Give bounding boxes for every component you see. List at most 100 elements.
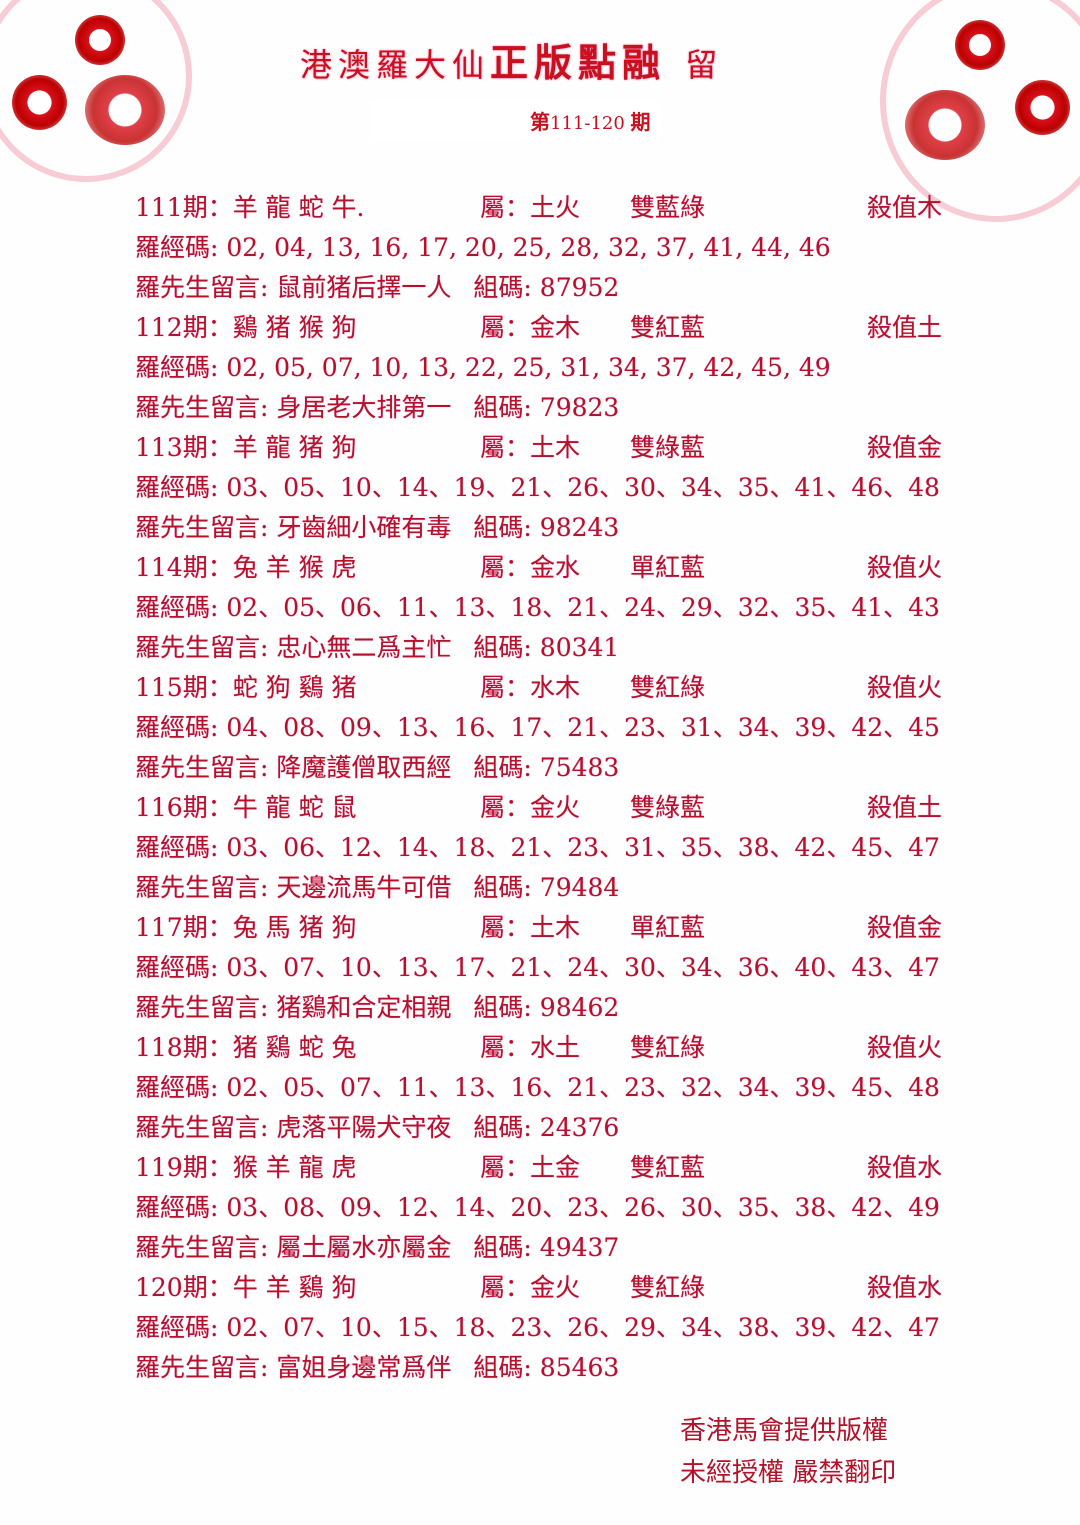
coin-icon — [12, 75, 67, 130]
entry-header: 117期：兔 馬 猪 狗 屬：土木 單紅藍 殺值金 — [135, 908, 965, 948]
period-label: 119期： — [135, 1153, 233, 1182]
coin-icon — [75, 15, 125, 65]
codes-label: 羅經碼: — [135, 473, 219, 502]
combo-value: 98462 — [539, 993, 620, 1022]
zodiacs: 牛 羊 鷄 狗 — [232, 1273, 357, 1302]
kill-value: 殺值金 — [867, 913, 943, 942]
attribute: 屬：土木 — [480, 908, 580, 948]
codes-label: 羅經碼: — [135, 713, 219, 742]
entry: 113期：羊 龍 猪 狗 屬：土木 雙綠藍 殺值金 羅經碼: 03、05、10、… — [135, 428, 965, 548]
combo-value: 79823 — [539, 393, 620, 422]
color-wave: 雙紅藍 — [630, 313, 706, 342]
codes-label: 羅經碼: — [135, 353, 219, 382]
entry: 116期：牛 龍 蛇 鼠 屬：金火 雙綠藍 殺值土 羅經碼: 03、06、12、… — [135, 788, 965, 908]
combo-label: 組碼: — [473, 273, 532, 302]
attr-value: 土金 — [530, 1153, 581, 1182]
zodiacs: 鷄 猪 猴 狗 — [232, 313, 357, 342]
codes-line: 羅經碼: 03、08、09、12、14、20、23、26、30、35、38、42… — [135, 1188, 965, 1228]
codes-value: 03、06、12、14、18、21、23、31、35、38、42、45、47 — [226, 833, 940, 862]
color-wave: 雙紅綠 — [630, 1033, 706, 1062]
entry-header: 114期：兔 羊 猴 虎 屬：金水 單紅藍 殺值火 — [135, 548, 965, 588]
ribbon-decoration — [0, 0, 192, 182]
message-value: 天邊流馬牛可借 — [276, 873, 452, 902]
message-line: 羅先生留言: 猪鷄和合定相親 組碼: 98462 — [135, 988, 965, 1028]
entry-header: 116期：牛 龍 蛇 鼠 屬：金火 雙綠藍 殺值土 — [135, 788, 965, 828]
attr-label: 屬： — [480, 1153, 531, 1182]
combo-value: 49437 — [539, 1233, 620, 1262]
period-zodiacs: 114期：兔 羊 猴 虎 — [135, 548, 357, 588]
zodiacs: 牛 龍 蛇 鼠 — [232, 793, 357, 822]
period-zodiacs: 120期：牛 羊 鷄 狗 — [135, 1268, 357, 1308]
codes-label: 羅經碼: — [135, 953, 219, 982]
entry: 120期：牛 羊 鷄 狗 屬：金火 雙紅綠 殺值水 羅經碼: 02、07、10、… — [135, 1268, 965, 1388]
attribute: 屬：水土 — [480, 1028, 580, 1068]
message-line: 羅先生留言: 虎落平陽犬守夜 組碼: 24376 — [135, 1108, 965, 1148]
kill-value: 殺值火 — [867, 673, 943, 702]
title-part3: 留 — [685, 46, 724, 84]
entry-header: 111期：羊 龍 蛇 牛. 屬：土火 雙藍綠 殺值木 — [135, 188, 965, 228]
kill-value: 殺值金 — [867, 433, 943, 462]
color-wave: 雙綠藍 — [630, 433, 706, 462]
codes-label: 羅經碼: — [135, 1193, 219, 1222]
combo-label: 組碼: — [473, 1113, 532, 1142]
title-part2: 正版點融 — [490, 40, 667, 85]
message-value: 富姐身邊常爲伴 — [276, 1353, 452, 1382]
ribbon-decoration — [880, 0, 1080, 222]
color-wave: 雙紅綠 — [630, 1273, 706, 1302]
message-line: 羅先生留言: 忠心無二爲主忙 組碼: 80341 — [135, 628, 965, 668]
issue-range: 第111-120 期 — [530, 106, 651, 135]
message-value: 屬土屬水亦屬金 — [276, 1233, 452, 1262]
message-label: 羅先生留言: — [135, 633, 269, 662]
copyright-line: 香港馬會提供版權 — [680, 1416, 889, 1446]
codes-value: 02、05、07、11、13、16、21、23、32、34、39、45、48 — [226, 1073, 940, 1102]
codes-label: 羅經碼: — [135, 833, 219, 862]
period-zodiacs: 115期：蛇 狗 鷄 猪 — [135, 668, 357, 708]
message-value: 猪鷄和合定相親 — [276, 993, 452, 1022]
entry-header: 112期：鷄 猪 猴 狗 屬：金木 雙紅藍 殺值土 — [135, 308, 965, 348]
attr-label: 屬： — [480, 793, 531, 822]
codes-value: 03、08、09、12、14、20、23、26、30、35、38、42、49 — [226, 1193, 940, 1222]
codes-label: 羅經碼: — [135, 233, 219, 262]
page-title: 港澳羅大仙正版點融 留 — [300, 32, 770, 87]
entry: 117期：兔 馬 猪 狗 屬：土木 單紅藍 殺值金 羅經碼: 03、07、10、… — [135, 908, 965, 1028]
message-label: 羅先生留言: — [135, 393, 269, 422]
codes-value: 02、07、10、15、18、23、26、29、34、38、39、42、47 — [226, 1313, 940, 1342]
zodiacs: 蛇 狗 鷄 猪 — [232, 673, 357, 702]
coin-icon — [1015, 80, 1070, 135]
message-line: 羅先生留言: 鼠前猪后擇一人 組碼: 87952 — [135, 268, 965, 308]
period-zodiacs: 111期：羊 龍 蛇 牛. — [135, 188, 365, 228]
combo-value: 87952 — [539, 273, 620, 302]
entry-header: 118期：猪 鷄 蛇 兔 屬：水土 雙紅綠 殺值火 — [135, 1028, 965, 1068]
message-value: 牙齒細小確有毒 — [276, 513, 452, 542]
title-part1: 港澳羅大仙 — [300, 46, 491, 84]
combo-label: 組碼: — [473, 513, 532, 542]
color-wave: 單紅藍 — [630, 913, 706, 942]
coins-decoration-icon — [85, 75, 165, 145]
codes-line: 羅經碼: 03、06、12、14、18、21、23、31、35、38、42、45… — [135, 828, 965, 868]
codes-label: 羅經碼: — [135, 593, 219, 622]
color-wave: 雙藍綠 — [630, 193, 706, 222]
attr-value: 金火 — [530, 1273, 581, 1302]
entry-header: 115期：蛇 狗 鷄 猪 屬：水木 雙紅綠 殺值火 — [135, 668, 965, 708]
period-zodiacs: 112期：鷄 猪 猴 狗 — [135, 308, 357, 348]
message-label: 羅先生留言: — [135, 873, 269, 902]
entry: 119期：猴 羊 龍 虎 屬：土金 雙紅藍 殺值水 羅經碼: 03、08、09、… — [135, 1148, 965, 1268]
zodiacs: 羊 龍 猪 狗 — [232, 433, 357, 462]
period-label: 114期： — [135, 553, 233, 582]
message-value: 鼠前猪后擇一人 — [276, 273, 452, 302]
attr-label: 屬： — [480, 553, 531, 582]
codes-line: 羅經碼: 03、07、10、13、17、21、24、30、34、36、40、43… — [135, 948, 965, 988]
zodiacs: 羊 龍 蛇 牛. — [232, 193, 365, 222]
message-value: 虎落平陽犬守夜 — [276, 1113, 452, 1142]
period-zodiacs: 113期：羊 龍 猪 狗 — [135, 428, 357, 468]
kill-value: 殺值土 — [867, 313, 943, 342]
attr-value: 土木 — [530, 433, 581, 462]
entry: 114期：兔 羊 猴 虎 屬：金水 單紅藍 殺值火 羅經碼: 02、05、06、… — [135, 548, 965, 668]
message-line: 羅先生留言: 降魔護僧取西經 組碼: 75483 — [135, 748, 965, 788]
combo-label: 組碼: — [473, 393, 532, 422]
message-value: 降魔護僧取西經 — [276, 753, 452, 782]
entry-header: 119期：猴 羊 龍 虎 屬：土金 雙紅藍 殺值水 — [135, 1148, 965, 1188]
coins-decoration-icon — [905, 90, 985, 160]
message-label: 羅先生留言: — [135, 273, 269, 302]
issue-suffix: 期 — [630, 110, 651, 134]
